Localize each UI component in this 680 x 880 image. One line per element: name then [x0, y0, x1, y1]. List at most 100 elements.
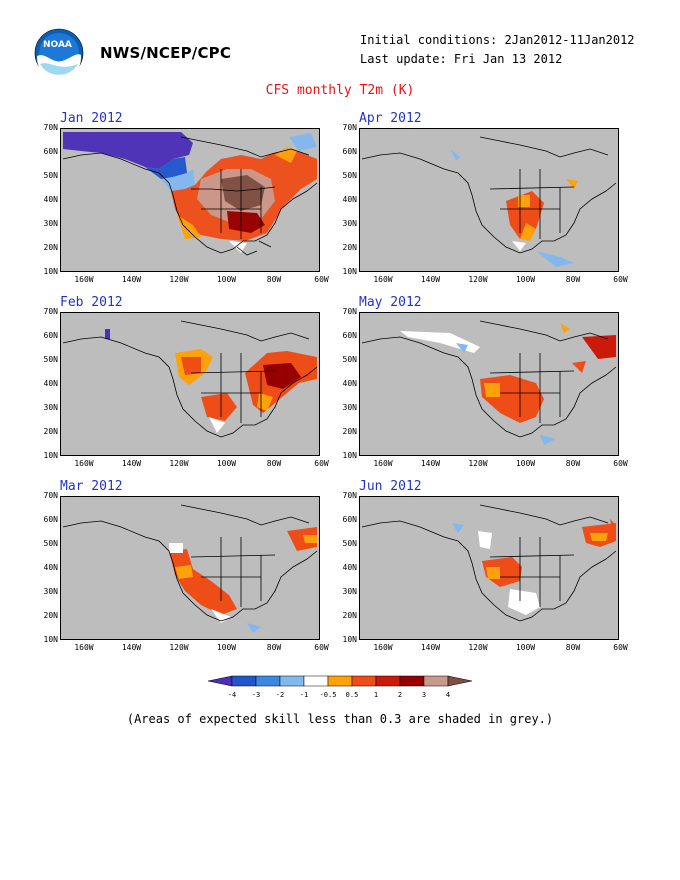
lat-tick-label: 50N	[342, 539, 357, 548]
panel-label-jan: Jan 2012	[60, 111, 123, 126]
lat-tick-label: 20N	[43, 243, 58, 252]
colorbar-label: -4	[227, 691, 237, 699]
lon-tick-label: 80W	[565, 275, 581, 284]
coastlines	[361, 504, 617, 622]
anomaly-field	[452, 519, 616, 615]
lon-tick-label: 100W	[515, 459, 536, 468]
lat-tick-label: 10N	[342, 267, 357, 276]
anomaly-field	[450, 149, 578, 267]
last-update: Last update: Fri Jan 13 2012	[360, 52, 563, 66]
map-panel-apr	[359, 128, 619, 272]
colorbar-label: 4	[445, 691, 451, 699]
colorbar-swatches	[207, 675, 473, 687]
lon-tick-label: 80W	[266, 643, 282, 652]
lon-tick-label: 120W	[169, 275, 189, 284]
lon-tick-label: 120W	[468, 643, 488, 652]
lon-tick-label: 60W	[314, 275, 329, 284]
lat-tick-label: 30N	[342, 219, 357, 228]
lon-tick-label: 60W	[613, 643, 628, 652]
colorbar-label: -3	[251, 691, 261, 699]
colorbar-swatch	[279, 675, 305, 687]
lon-tick-label: 120W	[468, 459, 488, 468]
lat-tick-label: 60N	[43, 147, 58, 156]
coastlines	[361, 320, 617, 438]
lat-tick-label: 40N	[43, 379, 58, 388]
lon-tick-label: 140W	[121, 275, 142, 284]
lat-tick-label: 20N	[342, 611, 357, 620]
lon-tick-label: 160W	[373, 459, 393, 468]
lat-tick-label: 30N	[43, 587, 58, 596]
lat-tick-label: 70N	[43, 491, 58, 500]
lat-tick-label: 10N	[342, 451, 357, 460]
panel-label-may: May 2012	[359, 295, 422, 310]
lon-tick-label: 80W	[565, 459, 581, 468]
lat-tick-label: 30N	[43, 219, 58, 228]
noaa-logo: NOAA	[34, 28, 84, 80]
lat-tick-label: 60N	[342, 331, 357, 340]
lat-tick-label: 60N	[43, 331, 58, 340]
lon-tick-label: 160W	[74, 459, 94, 468]
initial-conditions: Initial conditions: 2Jan2012-11Jan2012	[360, 33, 635, 47]
lon-tick-label: 60W	[613, 275, 628, 284]
colorbar-swatch	[327, 675, 353, 687]
lon-tick-label: 160W	[74, 275, 94, 284]
lat-tick-label: 10N	[43, 635, 58, 644]
coastlines	[62, 136, 318, 256]
organization-name: NWS/NCEP/CPC	[100, 44, 232, 62]
lon-tick-label: 120W	[468, 275, 488, 284]
lon-tick-label: 140W	[420, 275, 441, 284]
lat-tick-label: 20N	[43, 611, 58, 620]
lat-tick-label: 10N	[43, 451, 58, 460]
colorbar-label: -0.5	[319, 691, 337, 699]
colorbar-label: 2	[397, 691, 403, 699]
panel-label-jun: Jun 2012	[359, 479, 422, 494]
lon-tick-label: 80W	[266, 459, 282, 468]
colorbar-swatch	[231, 675, 257, 687]
lon-tick-label: 100W	[216, 459, 237, 468]
lat-tick-label: 20N	[342, 427, 357, 436]
coastlines	[361, 136, 617, 254]
lat-tick-label: 20N	[43, 427, 58, 436]
lon-tick-label: 140W	[420, 459, 441, 468]
colorbar-label: 1	[373, 691, 379, 699]
anomaly-field	[63, 132, 317, 253]
lon-tick-label: 120W	[169, 643, 189, 652]
coastlines	[62, 504, 318, 622]
colorbar-swatch	[255, 675, 281, 687]
lon-tick-label: 160W	[373, 643, 393, 652]
colorbar-label: 0.5	[345, 691, 359, 699]
lat-tick-label: 50N	[43, 171, 58, 180]
lon-tick-label: 120W	[169, 459, 189, 468]
lon-tick-label: 160W	[74, 643, 94, 652]
lon-tick-label: 160W	[373, 275, 393, 284]
lat-tick-label: 50N	[342, 171, 357, 180]
colorbar-label: -2	[275, 691, 285, 699]
lat-tick-label: 40N	[342, 379, 357, 388]
lat-tick-label: 70N	[43, 123, 58, 132]
anomaly-field	[400, 323, 616, 445]
lat-tick-label: 40N	[43, 195, 58, 204]
logo-text: NOAA	[43, 40, 72, 50]
lon-tick-label: 140W	[420, 643, 441, 652]
colorbar-swatch	[351, 675, 377, 687]
lat-tick-label: 30N	[342, 403, 357, 412]
lon-tick-label: 100W	[515, 643, 536, 652]
lat-tick-label: 40N	[342, 195, 357, 204]
lat-tick-label: 50N	[43, 539, 58, 548]
lat-tick-label: 10N	[43, 267, 58, 276]
lon-tick-label: 80W	[565, 643, 581, 652]
lon-tick-label: 140W	[121, 643, 142, 652]
lat-tick-label: 10N	[342, 635, 357, 644]
lat-tick-label: 30N	[342, 587, 357, 596]
map-panel-jun	[359, 496, 619, 640]
colorbar-swatch	[423, 675, 449, 687]
lat-tick-label: 40N	[43, 563, 58, 572]
lon-tick-label: 140W	[121, 459, 142, 468]
map-panel-feb	[60, 312, 320, 456]
map-panel-mar	[60, 496, 320, 640]
colorbar: -4 -3 -2 -1 -0.5 0.5 1 2 3 4	[204, 672, 476, 703]
colorbar-swatch	[207, 675, 233, 687]
lat-tick-label: 70N	[342, 491, 357, 500]
lon-tick-label: 60W	[613, 459, 628, 468]
lat-tick-label: 60N	[342, 147, 357, 156]
